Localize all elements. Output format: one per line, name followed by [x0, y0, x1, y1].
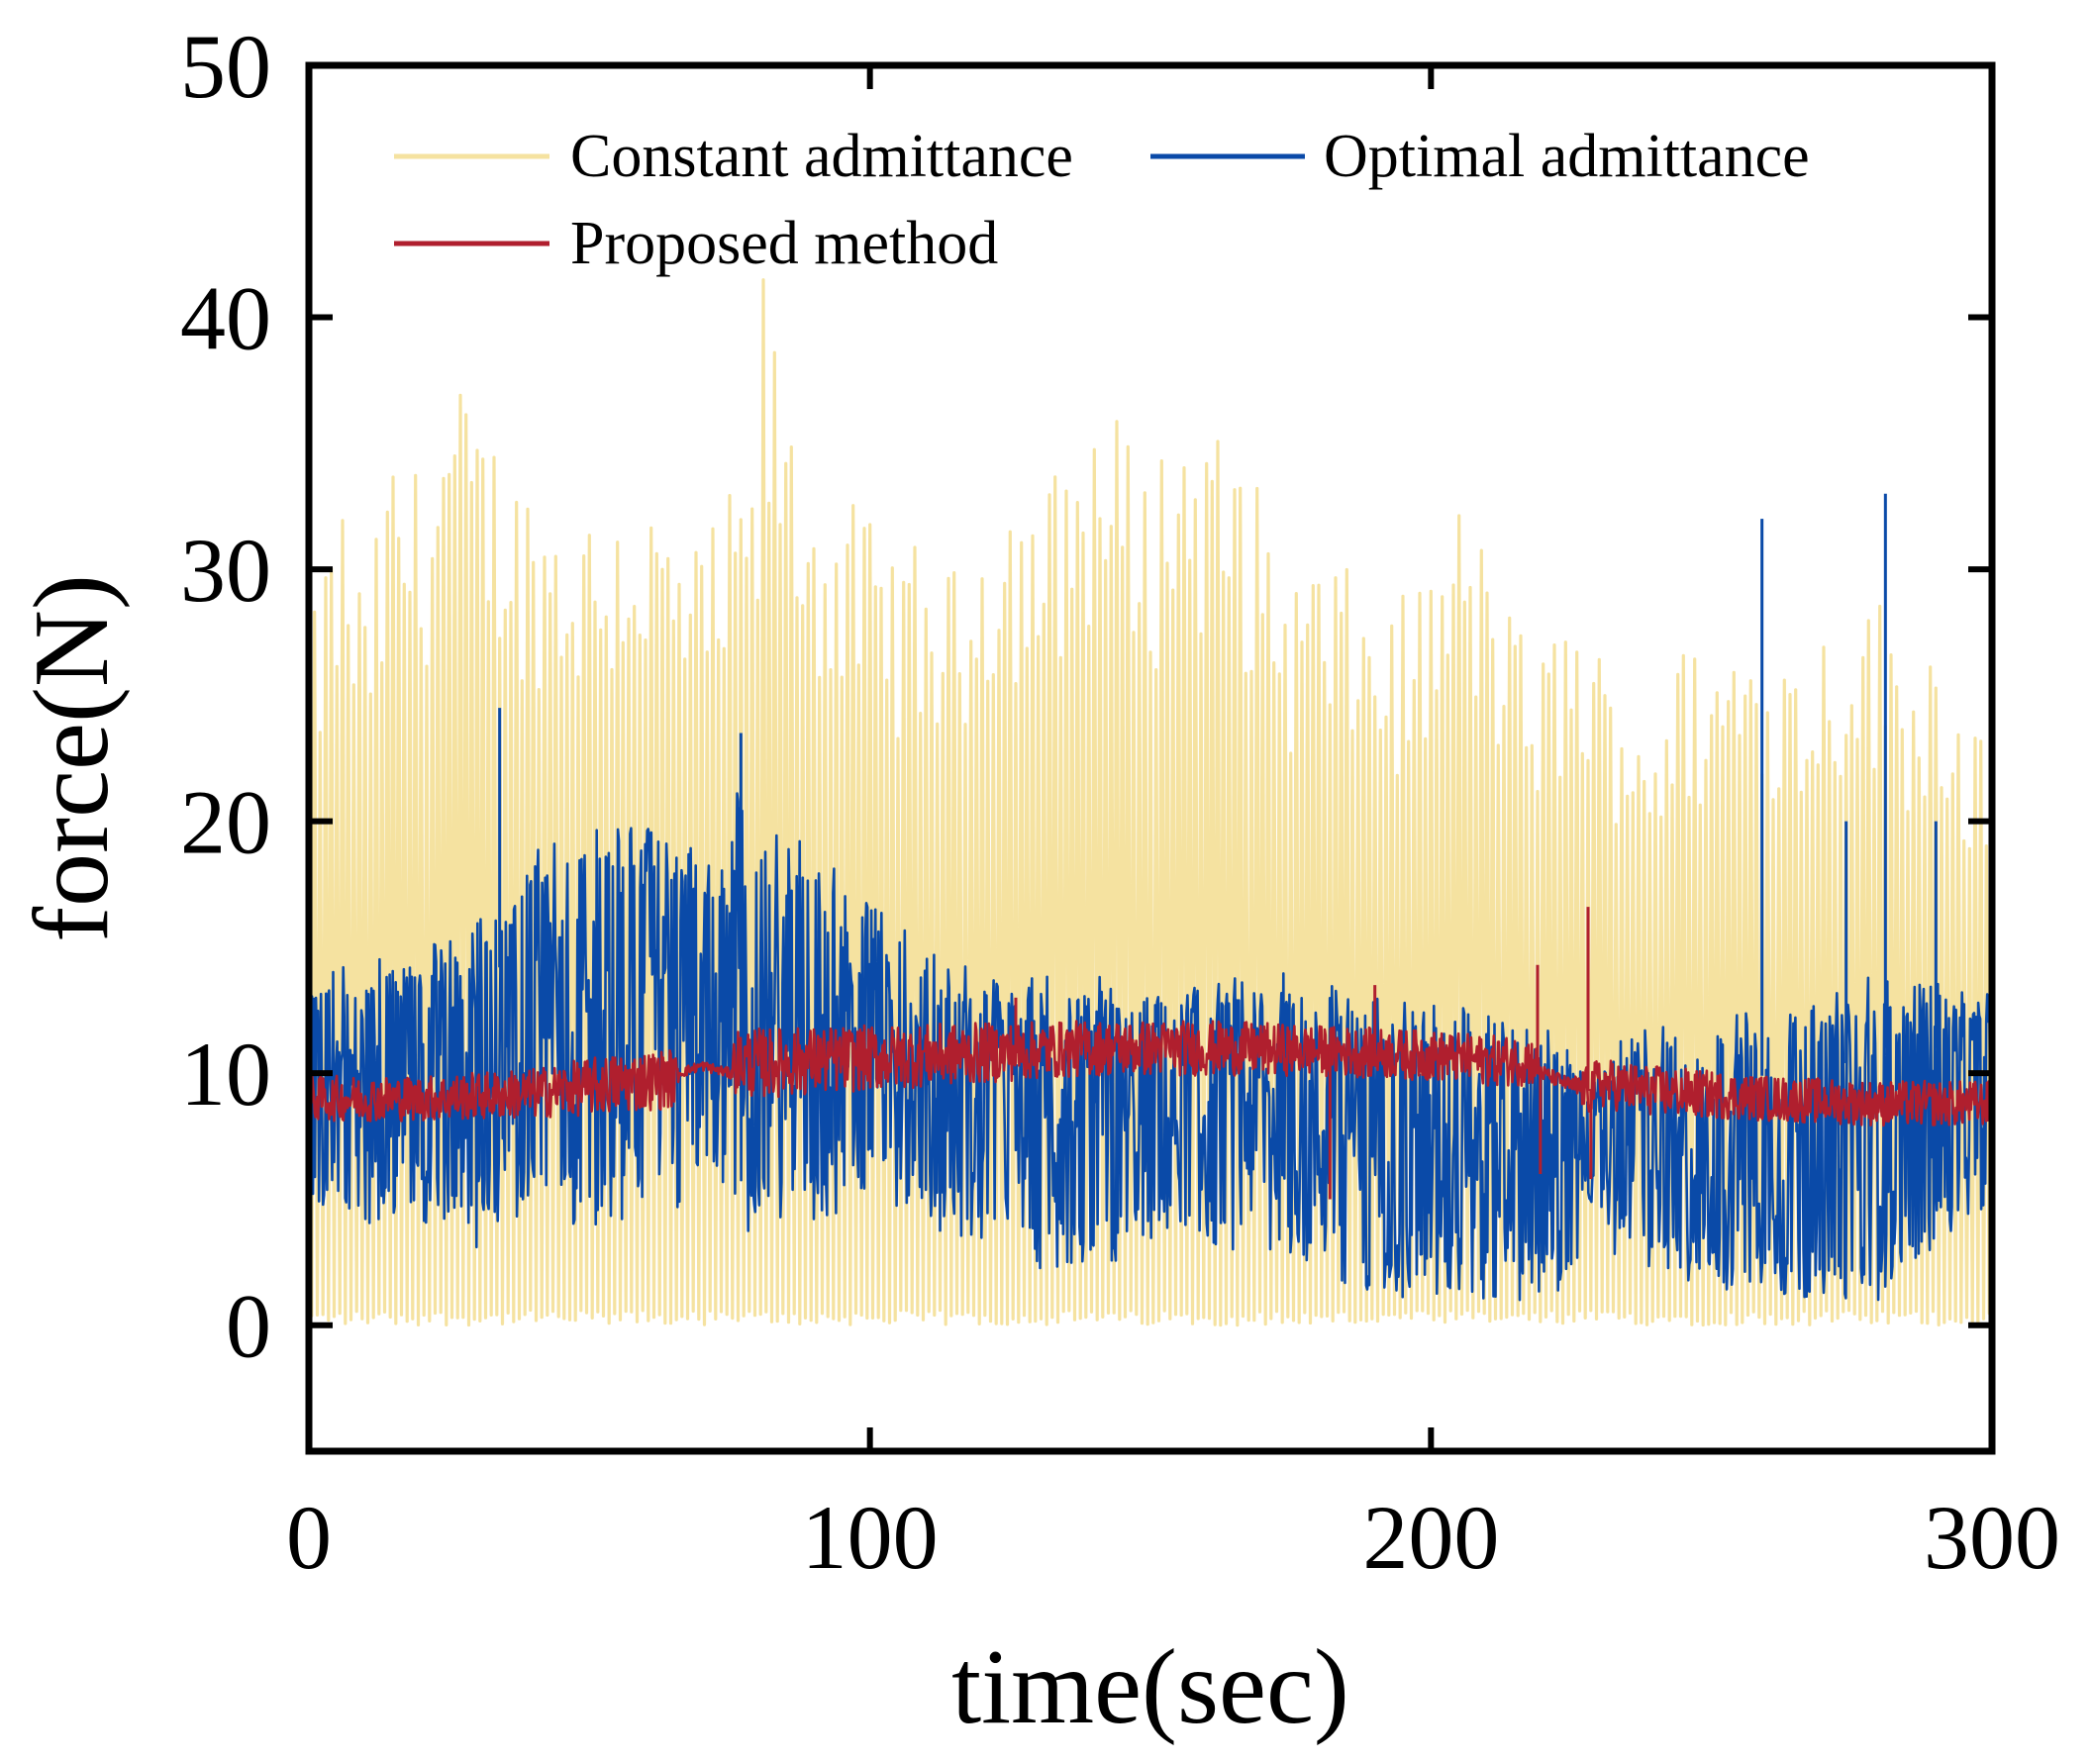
y-tick-label: 40: [180, 268, 271, 369]
x-tick-label: 100: [802, 1487, 939, 1588]
legend-label: Proposed method: [570, 210, 998, 277]
x-tick-label: 0: [286, 1487, 332, 1588]
y-tick-label: 50: [180, 16, 271, 117]
axis-ticks: 0 100 200 300 0 10 20 30 40 50: [180, 16, 2060, 1588]
x-tick-label: 200: [1362, 1487, 1499, 1588]
y-axis-title: force(N): [13, 574, 131, 942]
series-proposed-method: [309, 1020, 1992, 1127]
plot-frame: [305, 61, 1996, 1455]
legend-proposed-method: Proposed method: [394, 210, 998, 277]
x-tick-label: 300: [1924, 1487, 2060, 1588]
legend-optimal-admittance: Optimal admittance: [1150, 123, 1810, 190]
y-tick-label: 20: [180, 772, 271, 873]
y-tick-label: 30: [180, 520, 271, 621]
series-constant-admittance: [309, 278, 1992, 1327]
y-tick-label: 0: [226, 1276, 271, 1377]
plot-area: [309, 278, 1992, 1327]
legend-label: Constant admittance: [570, 123, 1073, 190]
legend: Constant admittance Optimal admittance Pro…: [394, 123, 1810, 277]
series-optimal-admittance: [309, 792, 1992, 1302]
y-tick-label: 10: [180, 1024, 271, 1125]
legend-label: Optimal admittance: [1324, 123, 1810, 190]
legend-constant-admittance: Constant admittance: [394, 123, 1073, 190]
x-axis-title: time(sec): [951, 1628, 1349, 1746]
